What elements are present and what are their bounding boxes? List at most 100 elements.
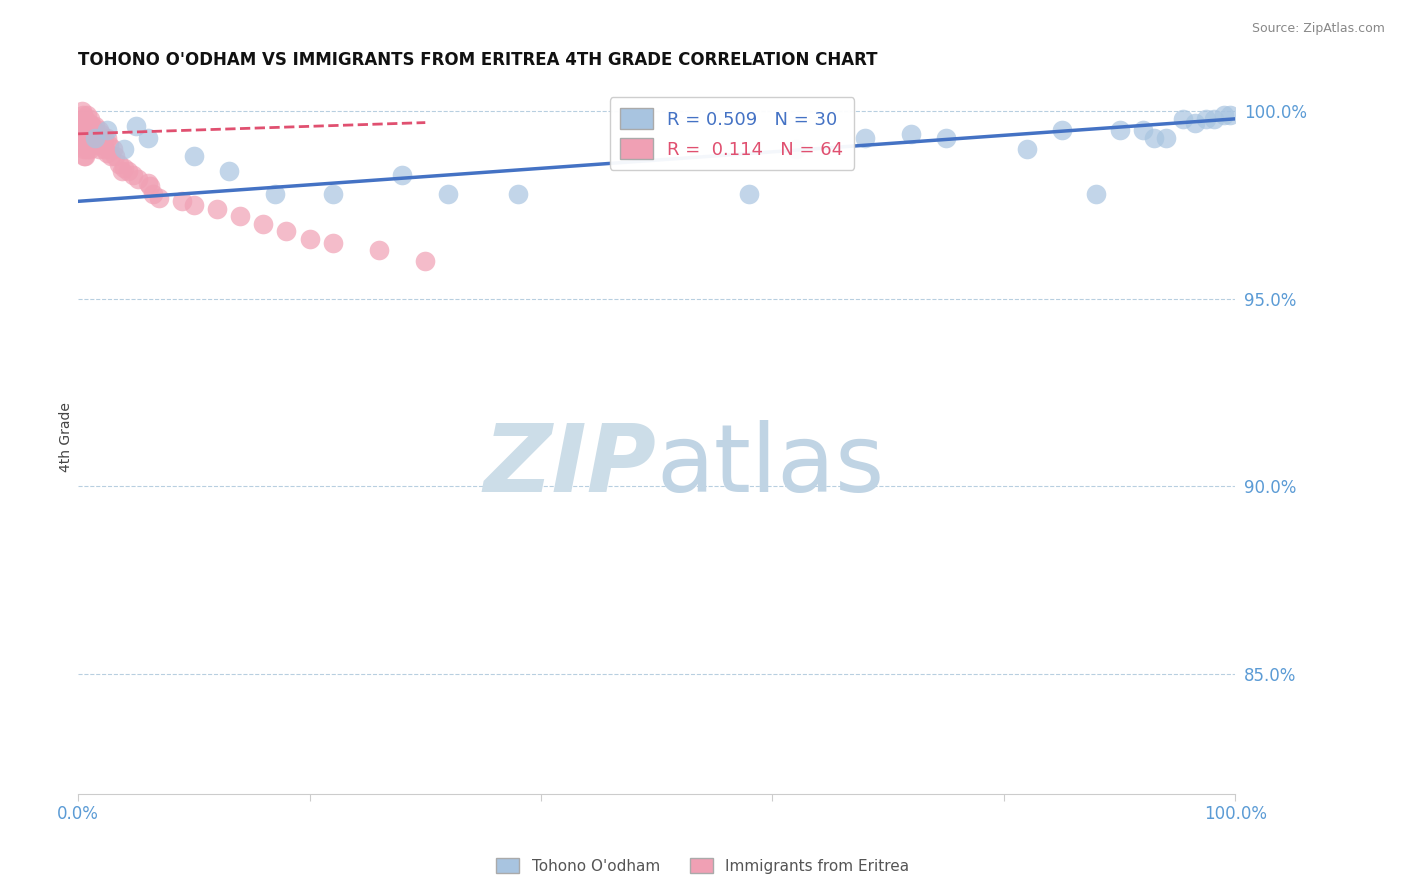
Point <box>136 130 159 145</box>
Point <box>96 145 118 160</box>
Point <box>1195 112 1218 126</box>
Point <box>413 254 436 268</box>
Point <box>73 138 96 153</box>
Point <box>391 168 413 182</box>
Point <box>1154 130 1177 145</box>
Point <box>79 112 101 126</box>
Point <box>127 171 149 186</box>
Point <box>142 186 165 201</box>
Point <box>1204 112 1226 126</box>
Point <box>1132 123 1154 137</box>
Point <box>506 186 529 201</box>
Point <box>96 123 118 137</box>
Point <box>900 127 922 141</box>
Text: TOHONO O'ODHAM VS IMMIGRANTS FROM ERITREA 4TH GRADE CORRELATION CHART: TOHONO O'ODHAM VS IMMIGRANTS FROM ERITRE… <box>79 51 877 69</box>
Point <box>84 138 107 153</box>
Point <box>935 130 957 145</box>
Point <box>205 202 228 216</box>
Point <box>73 149 96 163</box>
Point <box>437 186 460 201</box>
Point <box>1143 130 1166 145</box>
Point <box>1108 123 1130 137</box>
Point <box>96 130 118 145</box>
Point <box>112 161 135 175</box>
Point <box>84 130 107 145</box>
Point <box>76 108 98 122</box>
Point <box>77 115 100 129</box>
Point <box>322 186 344 201</box>
Point <box>70 104 93 119</box>
Point <box>112 142 135 156</box>
Point <box>82 130 104 145</box>
Point <box>73 123 96 137</box>
Point <box>79 142 101 156</box>
Legend: R = 0.509   N = 30, R =  0.114   N = 64: R = 0.509 N = 30, R = 0.114 N = 64 <box>610 97 855 169</box>
Text: atlas: atlas <box>657 420 884 512</box>
Point <box>785 142 807 156</box>
Point <box>252 217 274 231</box>
Point <box>73 142 96 156</box>
Point <box>80 120 103 134</box>
Point <box>1184 115 1206 129</box>
Text: ZIP: ZIP <box>484 420 657 512</box>
Point <box>75 115 97 129</box>
Point <box>76 123 98 137</box>
Point <box>90 127 112 141</box>
Point <box>77 130 100 145</box>
Point <box>75 134 97 148</box>
Point <box>86 127 108 141</box>
Point <box>73 112 96 126</box>
Point <box>183 198 205 212</box>
Point <box>87 130 110 145</box>
Point <box>93 142 115 156</box>
Point <box>738 186 761 201</box>
Point <box>87 123 110 137</box>
Point <box>72 108 94 122</box>
Point <box>79 127 101 141</box>
Point <box>229 210 252 224</box>
Point <box>73 120 96 134</box>
Point <box>1212 108 1234 122</box>
Point <box>117 164 139 178</box>
Point <box>80 120 103 134</box>
Point <box>104 149 127 163</box>
Point <box>1173 112 1195 126</box>
Point <box>93 130 115 145</box>
Point <box>125 120 148 134</box>
Point <box>87 142 110 156</box>
Point <box>148 190 170 204</box>
Point <box>136 176 159 190</box>
Point <box>1085 186 1108 201</box>
Text: Source: ZipAtlas.com: Source: ZipAtlas.com <box>1251 22 1385 36</box>
Point <box>72 115 94 129</box>
Point <box>1050 123 1073 137</box>
Point <box>298 232 321 246</box>
Point <box>91 138 114 153</box>
Point <box>853 130 876 145</box>
Point <box>72 112 94 126</box>
Point <box>76 142 98 156</box>
Point <box>100 149 122 163</box>
Point <box>98 138 121 153</box>
Legend: Tohono O'odham, Immigrants from Eritrea: Tohono O'odham, Immigrants from Eritrea <box>491 852 915 880</box>
Point <box>107 157 129 171</box>
Point <box>218 164 240 178</box>
Point <box>368 243 391 257</box>
Point <box>1015 142 1038 156</box>
Point <box>263 186 285 201</box>
Y-axis label: 4th Grade: 4th Grade <box>59 402 73 473</box>
Point <box>84 120 107 134</box>
Point <box>83 127 105 141</box>
Point <box>322 235 344 250</box>
Point <box>73 130 96 145</box>
Point <box>111 164 134 178</box>
Point <box>1218 108 1240 122</box>
Point <box>73 149 96 163</box>
Point <box>172 194 194 209</box>
Point <box>183 149 205 163</box>
Point <box>121 168 143 182</box>
Point <box>139 179 162 194</box>
Point <box>73 130 96 145</box>
Point <box>80 138 103 153</box>
Point <box>101 142 124 156</box>
